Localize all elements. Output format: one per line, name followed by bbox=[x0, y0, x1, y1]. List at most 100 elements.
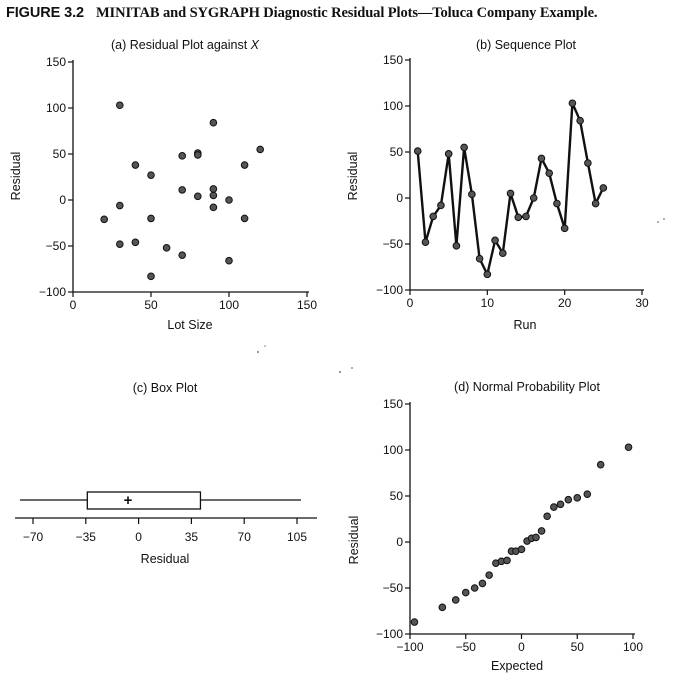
figure-caption: MINITAB and SYGRAPH Diagnostic Residual … bbox=[95, 5, 598, 21]
panel-d-data-point bbox=[410, 618, 419, 626]
panel-b-data-point bbox=[522, 212, 530, 221]
panel-a-title: (a) Residual Plot against X bbox=[111, 38, 260, 52]
box-x-tick-label: 0 bbox=[135, 530, 142, 544]
panel-b-series-line bbox=[416, 102, 605, 278]
panel-a-residual-vs-x: (a) Residual Plot against X Lot Size Res… bbox=[9, 38, 317, 332]
panel-a-data-point bbox=[116, 201, 124, 210]
panel-d-normal-probability-plot: (d) Normal Probability Plot Expected Res… bbox=[347, 380, 643, 673]
panel-d-data-point bbox=[583, 490, 592, 498]
panel-c-xlabel: Residual bbox=[141, 552, 190, 566]
panel-d-data-point bbox=[564, 495, 573, 504]
panel-b-y-tick-label: 50 bbox=[390, 145, 404, 159]
panel-b-ylabel: Residual bbox=[346, 152, 360, 201]
panel-a-data-point bbox=[256, 145, 265, 154]
panel-b-title: (b) Sequence Plot bbox=[476, 38, 577, 52]
box-x-tick-label: 105 bbox=[287, 530, 307, 544]
panel-d-data-point bbox=[438, 603, 447, 612]
speck bbox=[264, 345, 266, 347]
panel-a-data-point bbox=[162, 244, 171, 252]
box-mean-marker: + bbox=[124, 492, 133, 509]
panel-a-data-point bbox=[209, 185, 218, 193]
speck bbox=[663, 218, 665, 220]
panel-b-data-point bbox=[421, 238, 430, 246]
panel-b-data-point bbox=[506, 189, 515, 198]
panel-b-y-tick-label: 100 bbox=[383, 99, 403, 113]
panel-c-box-plot: (c) Box Plot Residual + −70 −35 0 35 70 105 bbox=[15, 381, 317, 566]
panel-d-y-tick-label: −50 bbox=[383, 581, 404, 595]
panel-a-x-tick-label: 150 bbox=[297, 298, 317, 312]
panel-d-title: (d) Normal Probability Plot bbox=[454, 380, 600, 394]
panel-d-data-point bbox=[485, 571, 493, 579]
panel-d-data-point bbox=[624, 443, 633, 452]
panel-a-y-tick-label: 150 bbox=[46, 55, 66, 69]
speck bbox=[257, 351, 259, 353]
panel-a-data-point bbox=[131, 161, 140, 169]
panel-b-y-tick-label: 150 bbox=[383, 53, 403, 67]
panel-a-xlabel: Lot Size bbox=[167, 318, 212, 332]
panel-a-data-point bbox=[240, 214, 249, 223]
box-x-tick-label: −70 bbox=[23, 530, 44, 544]
panel-d-data-point bbox=[543, 512, 551, 521]
panel-a-data-point bbox=[240, 161, 249, 169]
panel-b-data-point bbox=[599, 184, 608, 192]
panel-b-y-tick-label: −100 bbox=[376, 283, 403, 297]
panel-b-data-point bbox=[413, 147, 422, 155]
panel-b-sequence-plot: (b) Sequence Plot Run Residual −100 −50 0 5… bbox=[346, 38, 649, 332]
panel-b-data-point bbox=[452, 242, 461, 250]
panel-a-data-point bbox=[194, 192, 202, 201]
box-x-tick-label: 35 bbox=[185, 530, 199, 544]
panel-d-y-tick-label: 50 bbox=[390, 489, 404, 503]
speck bbox=[351, 367, 353, 369]
panel-b-data-point bbox=[568, 99, 577, 108]
panel-a-data-point bbox=[194, 151, 202, 159]
panel-b-data-point bbox=[584, 159, 592, 167]
panel-b-data-point bbox=[576, 116, 584, 125]
panel-d-data-point bbox=[517, 545, 526, 554]
panel-a-y-tick-label: −100 bbox=[39, 285, 66, 299]
panel-b-data-point bbox=[491, 236, 499, 245]
panel-a-y-tick-label: 50 bbox=[53, 147, 67, 161]
panel-b-data-point bbox=[514, 213, 523, 222]
panel-a-data-point bbox=[116, 101, 124, 110]
panel-b-data-point bbox=[468, 190, 476, 199]
panel-d-x-tick-label: 50 bbox=[571, 640, 585, 654]
panel-a-data-point bbox=[100, 215, 108, 224]
panel-b-data-point bbox=[475, 254, 484, 263]
panel-d-x-tick-label: 100 bbox=[623, 640, 643, 654]
panel-a-y-tick-label: 100 bbox=[46, 101, 66, 115]
panel-d-data-point bbox=[451, 596, 460, 604]
panel-d-data-point bbox=[478, 579, 487, 588]
panel-a-data-point bbox=[131, 238, 140, 247]
panel-d-data-point bbox=[573, 494, 582, 502]
panel-b-data-point bbox=[444, 150, 453, 158]
panel-d-xlabel: Expected bbox=[491, 659, 543, 673]
panel-b-y-tick-label: 0 bbox=[396, 191, 403, 205]
panel-d-data-point bbox=[550, 503, 558, 511]
panel-b-data-point bbox=[483, 270, 492, 279]
panel-d-x-tick-label: −50 bbox=[456, 640, 477, 654]
panel-a-data-point bbox=[147, 214, 155, 223]
speck bbox=[339, 371, 341, 373]
panel-d-x-tick-label: −100 bbox=[396, 640, 423, 654]
panel-a-data-point bbox=[147, 171, 155, 179]
panel-d-data-point bbox=[596, 460, 605, 469]
panel-a-data-point bbox=[178, 251, 186, 259]
box-iqr bbox=[86, 491, 202, 510]
panel-b-data-point bbox=[437, 201, 445, 210]
panel-d-y-tick-label: −100 bbox=[376, 627, 403, 641]
panel-d-x-tick-label: 0 bbox=[518, 640, 525, 654]
scan-specks bbox=[257, 218, 665, 373]
panel-d-data-point bbox=[556, 500, 565, 509]
panel-a-y-tick-label: 0 bbox=[59, 193, 66, 207]
panel-b-data-point bbox=[429, 212, 438, 221]
speck bbox=[657, 221, 659, 223]
figure-title: FIGURE 3.2 MINITAB and SYGRAPH Diagnostic… bbox=[6, 5, 598, 22]
panel-d-y-tick-label: 0 bbox=[396, 535, 403, 549]
panel-b-data-point bbox=[460, 143, 468, 152]
panel-b-data-point bbox=[529, 194, 538, 202]
panel-a-data-point bbox=[225, 196, 233, 204]
panel-b-data-point bbox=[560, 224, 569, 233]
panel-a-x-tick-label: 50 bbox=[144, 298, 158, 312]
panel-b-data-point bbox=[545, 169, 554, 177]
